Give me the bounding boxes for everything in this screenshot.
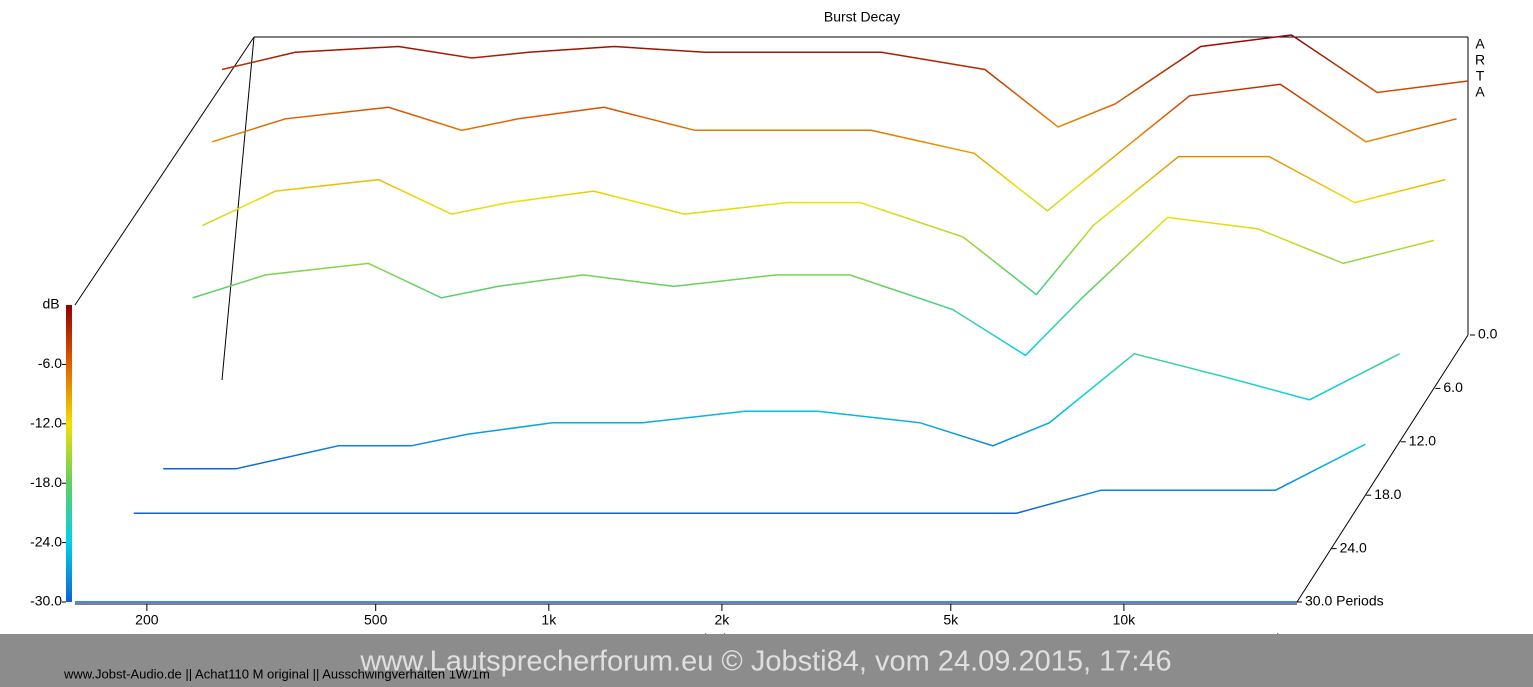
colorbar-label: dB [42, 296, 59, 312]
colorbar-tick-label: -12.0 [30, 415, 62, 431]
colorbar-tick-label: -18.0 [30, 474, 62, 490]
x-tick-label: 1k [541, 612, 557, 628]
period-tick-label: 24.0 [1340, 539, 1367, 555]
brand-letter: A [1475, 36, 1485, 52]
footer: www.Jobst-Audio.de || Achat110 M origina… [63, 666, 490, 681]
watermark: www.Lautsprecherforum.eu © Jobsti84, vom… [359, 646, 1171, 678]
x-tick-label: 2k [715, 612, 731, 628]
brand-letter: T [1476, 68, 1485, 84]
colorbar [66, 305, 72, 602]
period-tick-label: 18.0 [1374, 486, 1401, 502]
decay-slice [211, 83, 1457, 212]
x-tick-label: 200 [135, 612, 159, 628]
chart-title: Burst Decay [824, 9, 900, 25]
decay-slice [133, 443, 1366, 514]
decay-slice [192, 216, 1434, 357]
period-tick-label: 0.0 [1478, 326, 1498, 342]
colorbar-tick-label: -30.0 [30, 593, 62, 609]
decay-slice [221, 34, 1469, 128]
colorbar-tick-label: -6.0 [38, 355, 62, 371]
x-tick-label: 5k [943, 612, 959, 628]
decay-slice [163, 352, 1400, 470]
decay-slice [202, 155, 1446, 296]
brand-letter: R [1475, 52, 1485, 68]
frame [74, 36, 255, 306]
period-tick-label: 6.0 [1443, 379, 1463, 395]
period-tick-label: 12.0 [1409, 433, 1436, 449]
colorbar-tick-label: -24.0 [30, 533, 62, 549]
x-tick-label: 10k [1113, 612, 1137, 628]
footer-bar [0, 634, 1533, 687]
frame [1296, 334, 1469, 603]
brand-letter: A [1475, 84, 1485, 100]
x-tick-label: 500 [364, 612, 388, 628]
period-tick-label: 30.0 Periods [1305, 593, 1384, 609]
